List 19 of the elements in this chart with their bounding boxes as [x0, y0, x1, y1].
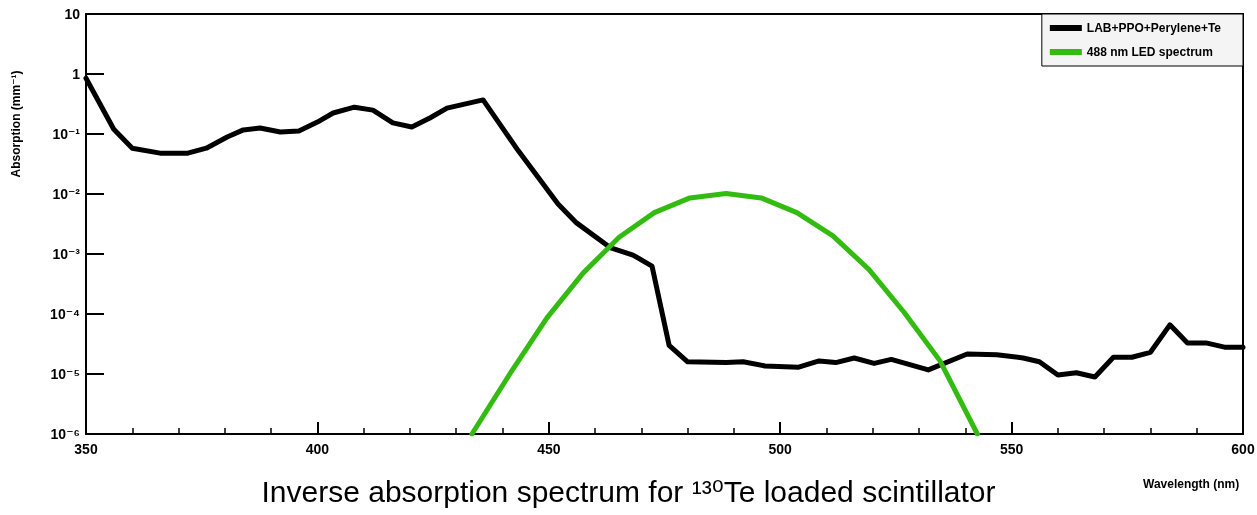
y-tick-label: 10⁻¹ [52, 126, 81, 142]
y-tick-label: 10 [64, 6, 81, 22]
x-tick-label: 550 [999, 441, 1024, 457]
x-axis-title: Wavelength (nm) [1143, 477, 1240, 491]
y-tick-label: 10⁻⁶ [50, 426, 80, 442]
y-tick-label: 10⁻⁵ [50, 366, 80, 382]
y-tick-label: 1 [72, 66, 81, 82]
y-axis-title: Absorption (mm⁻¹) [9, 70, 23, 178]
y-tick-label: 10⁻² [52, 186, 81, 202]
x-tick-label: 450 [537, 441, 561, 457]
y-tick-label: 10⁻⁴ [50, 306, 81, 322]
text: Inverse absorption spectrum for ¹³⁰Te loaded scintillator [261, 474, 996, 508]
legend-label: 488 nm LED spectrum [1086, 45, 1213, 59]
x-tick-label: 500 [768, 441, 793, 457]
x-tick-label: 600 [1231, 441, 1255, 457]
x-tick-label: 350 [74, 441, 98, 457]
legend-label: LAB+PPO+Perylene+Te [1086, 21, 1222, 35]
x-tick-label: 400 [305, 441, 330, 457]
y-tick-label: 10⁻³ [52, 246, 81, 262]
